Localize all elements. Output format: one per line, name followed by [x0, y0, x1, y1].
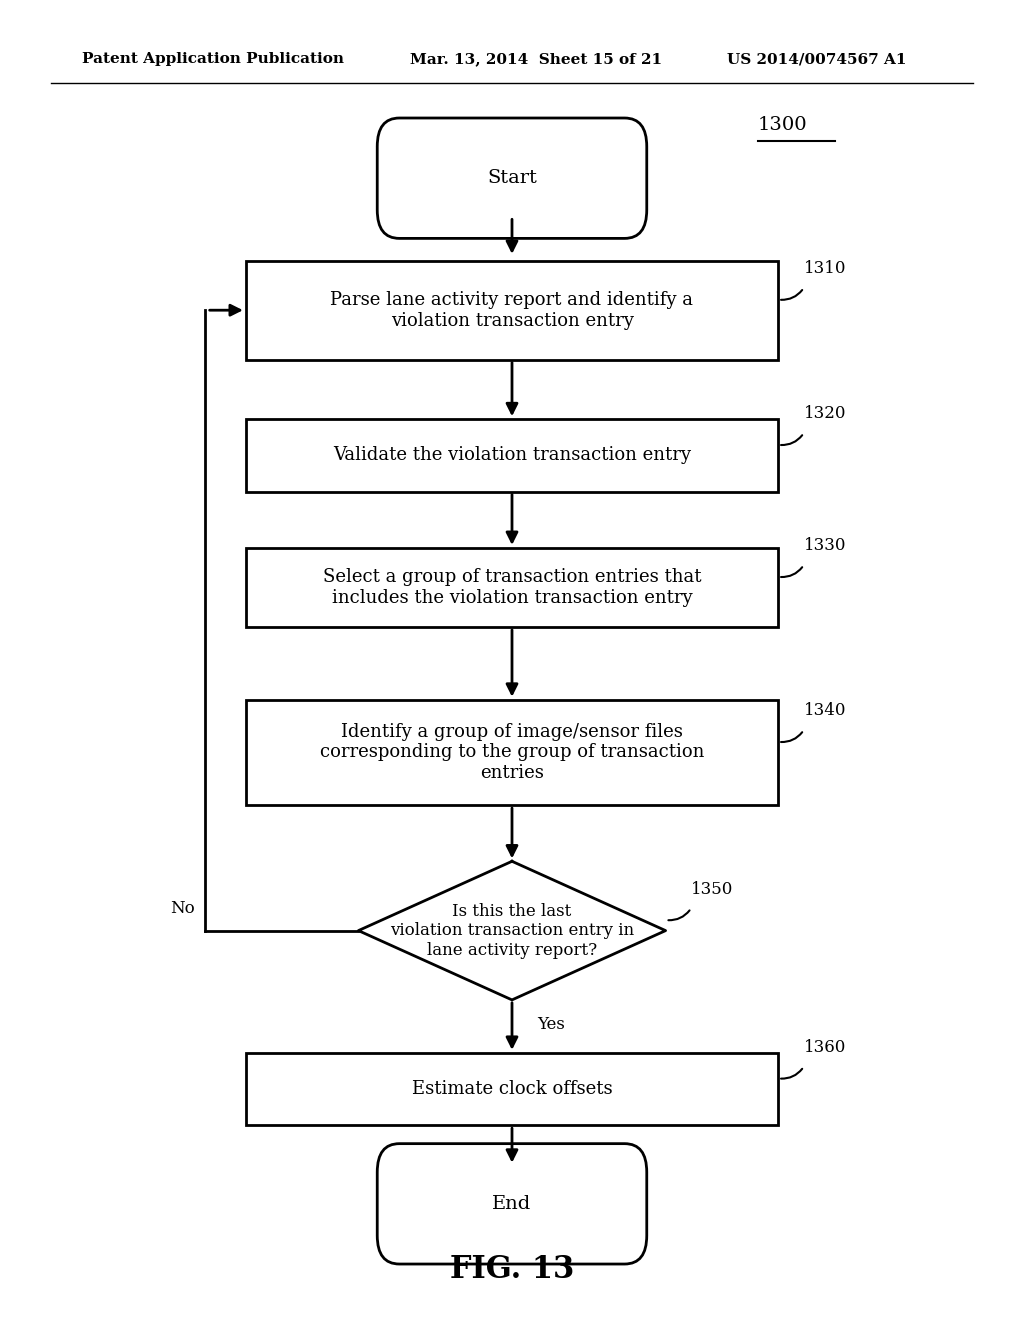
- Text: Estimate clock offsets: Estimate clock offsets: [412, 1080, 612, 1098]
- FancyBboxPatch shape: [377, 1143, 647, 1265]
- Text: US 2014/0074567 A1: US 2014/0074567 A1: [727, 53, 906, 66]
- Text: 1340: 1340: [804, 702, 847, 719]
- Bar: [246, 418, 778, 491]
- Text: 1360: 1360: [804, 1039, 846, 1056]
- Text: 1320: 1320: [804, 405, 847, 422]
- Bar: [246, 1053, 778, 1125]
- Text: Start: Start: [487, 169, 537, 187]
- Text: Yes: Yes: [538, 1016, 565, 1032]
- Text: Mar. 13, 2014  Sheet 15 of 21: Mar. 13, 2014 Sheet 15 of 21: [410, 53, 662, 66]
- Text: No: No: [170, 900, 195, 917]
- Text: 1350: 1350: [691, 880, 733, 898]
- Text: Patent Application Publication: Patent Application Publication: [82, 53, 344, 66]
- Text: Select a group of transaction entries that
includes the violation transaction en: Select a group of transaction entries th…: [323, 568, 701, 607]
- Bar: [246, 261, 778, 359]
- Text: Is this the last
violation transaction entry in
lane activity report?: Is this the last violation transaction e…: [390, 903, 634, 958]
- Text: Parse lane activity report and identify a
violation transaction entry: Parse lane activity report and identify …: [331, 290, 693, 330]
- Bar: [246, 700, 778, 805]
- Text: End: End: [493, 1195, 531, 1213]
- Text: Validate the violation transaction entry: Validate the violation transaction entry: [333, 446, 691, 465]
- Text: Identify a group of image/sensor files
corresponding to the group of transaction: Identify a group of image/sensor files c…: [319, 722, 705, 783]
- Text: 1310: 1310: [804, 260, 847, 277]
- Text: 1300: 1300: [758, 116, 807, 135]
- Text: 1330: 1330: [804, 537, 847, 554]
- FancyBboxPatch shape: [377, 117, 647, 239]
- Text: FIG. 13: FIG. 13: [450, 1254, 574, 1286]
- Bar: [246, 548, 778, 627]
